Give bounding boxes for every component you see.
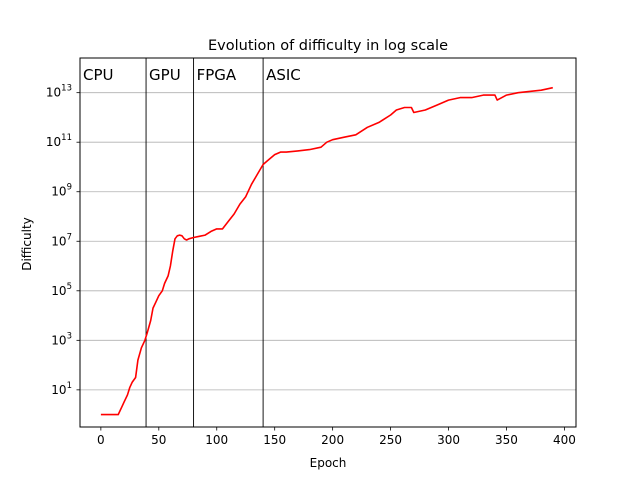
y-tick-label: 103 bbox=[51, 331, 72, 347]
y-axis-label: Difficulty bbox=[20, 217, 34, 271]
x-axis-ticks: 0 50 100 150 200 250 300 350 400 bbox=[97, 427, 576, 447]
x-tick-label: 350 bbox=[495, 433, 518, 447]
x-axis-label: Epoch bbox=[310, 456, 347, 470]
era-label: GPU bbox=[149, 66, 181, 84]
y-tick-label: 101 bbox=[51, 381, 72, 397]
series-layer bbox=[100, 86, 553, 416]
era-label: ASIC bbox=[266, 66, 301, 84]
chart-title: Evolution of difficulty in log scale bbox=[208, 38, 448, 54]
y-tick-label: 105 bbox=[51, 282, 72, 298]
era-layer: CPU GPU FPGA ASIC bbox=[83, 58, 301, 427]
plot-frame bbox=[79, 57, 577, 428]
x-tick-label: 300 bbox=[437, 433, 460, 447]
era-label: CPU bbox=[83, 66, 114, 84]
x-tick-label: 150 bbox=[263, 433, 286, 447]
y-tick-label: 1011 bbox=[46, 133, 72, 149]
x-tick-label: 0 bbox=[97, 433, 105, 447]
x-tick-label: 200 bbox=[321, 433, 344, 447]
x-tick-label: 50 bbox=[151, 433, 166, 447]
y-tick-label: 109 bbox=[51, 183, 72, 199]
y-axis-ticks: 101 103 105 107 109 1011 1013 bbox=[46, 84, 80, 397]
x-tick-label: 250 bbox=[379, 433, 402, 447]
y-tick-label: 1013 bbox=[46, 84, 72, 100]
difficulty-series-line bbox=[100, 86, 553, 416]
x-tick-label: 100 bbox=[205, 433, 228, 447]
x-tick-label: 400 bbox=[553, 433, 576, 447]
era-label: FPGA bbox=[197, 66, 237, 84]
y-tick-label: 107 bbox=[51, 232, 72, 248]
